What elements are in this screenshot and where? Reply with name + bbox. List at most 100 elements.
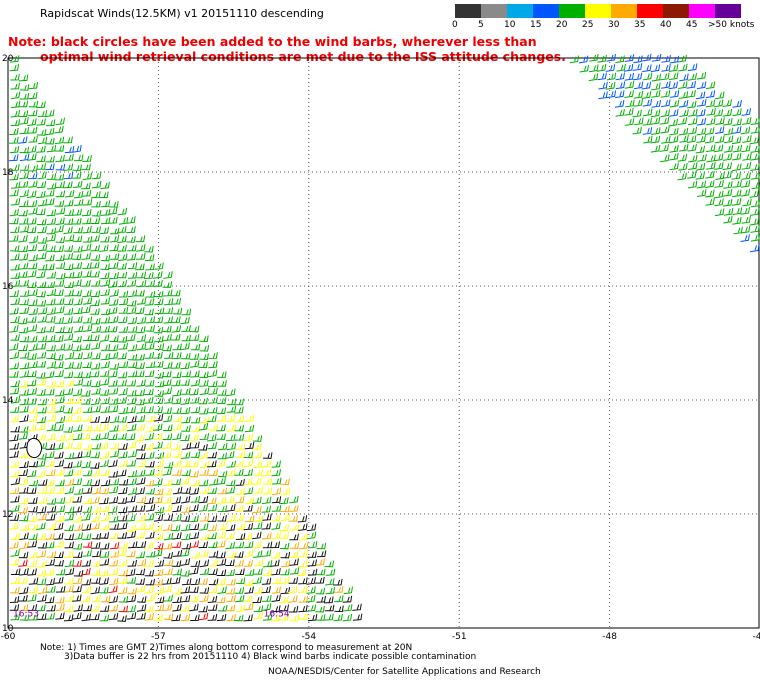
wind-barb bbox=[144, 513, 155, 521]
wind-barb bbox=[180, 379, 190, 386]
wind-barb bbox=[199, 567, 210, 575]
wind-barb bbox=[172, 596, 182, 603]
wind-barb bbox=[723, 144, 734, 153]
wind-barb bbox=[64, 513, 74, 521]
wind-barb bbox=[54, 551, 64, 558]
wind-barb bbox=[243, 579, 254, 586]
wind-barb bbox=[63, 605, 74, 613]
wind-barb bbox=[145, 361, 156, 368]
wind-barb bbox=[90, 397, 101, 406]
wind-barb bbox=[26, 469, 37, 478]
wind-barb bbox=[117, 235, 127, 244]
wind-barb bbox=[73, 307, 83, 315]
wind-barb bbox=[605, 64, 616, 72]
wind-barb bbox=[306, 586, 316, 594]
wind-barb bbox=[55, 217, 65, 226]
wind-barb bbox=[28, 414, 38, 423]
wind-barb bbox=[615, 90, 625, 99]
wind-barb bbox=[298, 586, 308, 593]
wind-barb bbox=[234, 551, 244, 558]
wind-barb bbox=[127, 587, 137, 595]
wind-barb bbox=[63, 461, 73, 469]
wind-barb bbox=[109, 542, 120, 550]
wind-barb bbox=[225, 604, 236, 612]
wind-barb bbox=[64, 153, 74, 161]
wind-barb bbox=[226, 469, 236, 477]
wind-barb bbox=[289, 567, 300, 575]
wind-barb bbox=[226, 504, 236, 512]
wind-barb bbox=[190, 495, 201, 503]
wind-barb bbox=[171, 576, 181, 585]
wind-barb bbox=[90, 586, 101, 595]
wind-barb bbox=[687, 170, 697, 179]
wind-barb bbox=[53, 532, 64, 540]
wind-barb bbox=[54, 576, 64, 584]
wind-barb bbox=[144, 560, 154, 567]
wind-barb bbox=[27, 153, 37, 161]
colorbar-tick-label: 35 bbox=[634, 20, 646, 30]
wind-barb bbox=[342, 595, 353, 603]
wind-barb bbox=[253, 469, 263, 477]
wind-barb bbox=[64, 533, 74, 541]
wind-barb bbox=[145, 325, 155, 332]
wind-barb bbox=[651, 82, 661, 91]
wind-barb bbox=[64, 397, 75, 405]
wind-barb bbox=[45, 578, 55, 586]
wind-barb bbox=[28, 460, 39, 468]
wind-barb bbox=[45, 459, 55, 468]
wind-barb bbox=[54, 423, 64, 432]
wind-barb bbox=[28, 533, 38, 540]
wind-barb bbox=[642, 53, 652, 62]
wind-barb bbox=[127, 487, 138, 495]
wind-barb bbox=[154, 542, 164, 550]
wind-barb bbox=[316, 595, 326, 603]
colorbar-unit-prefix: >50 bbox=[708, 20, 730, 30]
wind-barb bbox=[73, 424, 83, 432]
wind-barb bbox=[234, 424, 244, 432]
wind-barb bbox=[19, 279, 29, 287]
wind-barb bbox=[731, 172, 741, 180]
wind-barb bbox=[71, 253, 82, 261]
wind-barb bbox=[172, 532, 182, 540]
wind-barb bbox=[279, 542, 290, 550]
wind-barb bbox=[225, 559, 235, 566]
wind-barb bbox=[163, 271, 173, 279]
wind-barb bbox=[45, 127, 55, 136]
wind-barb bbox=[45, 568, 55, 576]
wind-barb bbox=[208, 578, 219, 586]
wind-barb bbox=[235, 533, 246, 540]
wind-barb bbox=[271, 487, 282, 496]
wind-barb bbox=[99, 423, 109, 432]
wind-barb bbox=[37, 497, 48, 504]
wind-barb bbox=[171, 297, 182, 305]
wind-barb bbox=[10, 110, 21, 118]
wind-barb bbox=[109, 577, 119, 586]
wind-barb bbox=[82, 379, 92, 387]
wind-barb bbox=[136, 280, 147, 288]
wind-barb bbox=[181, 578, 192, 586]
wind-barb bbox=[36, 470, 46, 477]
wind-barb bbox=[90, 217, 101, 224]
wind-barb bbox=[706, 161, 716, 170]
wind-barb bbox=[9, 325, 19, 333]
wind-barb bbox=[55, 207, 66, 215]
wind-barb bbox=[118, 388, 128, 396]
wind-barb bbox=[262, 478, 273, 485]
wind-barb bbox=[307, 613, 318, 622]
wind-barb bbox=[145, 468, 155, 476]
wind-barb bbox=[154, 488, 164, 496]
wind-barb bbox=[722, 198, 733, 207]
wind-barb bbox=[750, 163, 760, 171]
wind-barb bbox=[109, 235, 120, 243]
wind-barb bbox=[244, 586, 254, 594]
wind-barb bbox=[154, 604, 165, 612]
wind-barb bbox=[126, 216, 136, 224]
wind-barb bbox=[82, 270, 92, 278]
colorbar-segment bbox=[715, 4, 741, 18]
wind-barb bbox=[90, 279, 101, 287]
wind-barb bbox=[64, 595, 75, 602]
wind-barb bbox=[100, 263, 110, 271]
wind-barb bbox=[28, 109, 38, 117]
wind-barb bbox=[27, 515, 38, 523]
wind-barb bbox=[91, 172, 102, 180]
